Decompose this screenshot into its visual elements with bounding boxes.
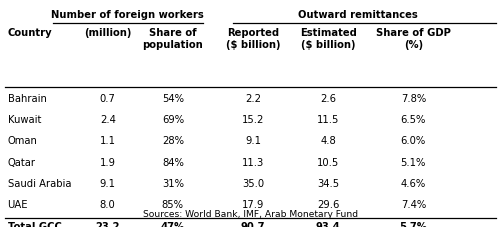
Text: (million): (million): [84, 28, 131, 38]
Text: 1.1: 1.1: [100, 136, 116, 146]
Text: Bahrain: Bahrain: [8, 94, 47, 104]
Text: 11.3: 11.3: [242, 157, 264, 167]
Text: 47%: 47%: [161, 221, 185, 227]
Text: Total GCC: Total GCC: [8, 221, 62, 227]
Text: Qatar: Qatar: [8, 157, 36, 167]
Text: 2.6: 2.6: [320, 94, 336, 104]
Text: 6.5%: 6.5%: [401, 115, 426, 125]
Text: Oman: Oman: [8, 136, 38, 146]
Text: 8.0: 8.0: [100, 199, 116, 209]
Text: 31%: 31%: [162, 178, 184, 188]
Text: 35.0: 35.0: [242, 178, 264, 188]
Text: 4.6%: 4.6%: [401, 178, 426, 188]
Text: 2.4: 2.4: [100, 115, 116, 125]
Text: Estimated
($ billion): Estimated ($ billion): [300, 28, 357, 50]
Text: 6.0%: 6.0%: [401, 136, 426, 146]
Text: 7.8%: 7.8%: [401, 94, 426, 104]
Text: 34.5: 34.5: [317, 178, 339, 188]
Text: 54%: 54%: [162, 94, 184, 104]
Text: 10.5: 10.5: [317, 157, 339, 167]
Text: 5.1%: 5.1%: [401, 157, 426, 167]
Text: Number of foreign workers: Number of foreign workers: [52, 10, 204, 20]
Text: 4.8: 4.8: [320, 136, 336, 146]
Text: 9.1: 9.1: [245, 136, 261, 146]
Text: 84%: 84%: [162, 157, 184, 167]
Text: Kuwait: Kuwait: [8, 115, 41, 125]
Text: 90.7: 90.7: [241, 221, 265, 227]
Text: Reported
($ billion): Reported ($ billion): [226, 28, 280, 50]
Text: 93.4: 93.4: [316, 221, 341, 227]
Text: 28%: 28%: [162, 136, 184, 146]
Text: 2.2: 2.2: [245, 94, 261, 104]
Text: 29.6: 29.6: [317, 199, 339, 209]
Text: Sources: World Bank, IMF, Arab Monetary Fund: Sources: World Bank, IMF, Arab Monetary …: [143, 209, 358, 218]
Text: 9.1: 9.1: [100, 178, 116, 188]
Text: 17.9: 17.9: [242, 199, 264, 209]
Text: 1.9: 1.9: [100, 157, 116, 167]
Text: Outward remittances: Outward remittances: [298, 10, 418, 20]
Text: 7.4%: 7.4%: [401, 199, 426, 209]
Text: Country: Country: [8, 28, 52, 38]
Text: 0.7: 0.7: [100, 94, 116, 104]
Text: UAE: UAE: [8, 199, 28, 209]
Text: 23.2: 23.2: [96, 221, 120, 227]
Text: 11.5: 11.5: [317, 115, 339, 125]
Text: Share of GDP
(%): Share of GDP (%): [376, 28, 451, 50]
Text: Share of
population: Share of population: [142, 28, 203, 50]
Text: Saudi Arabia: Saudi Arabia: [8, 178, 71, 188]
Text: 85%: 85%: [162, 199, 184, 209]
Text: 5.7%: 5.7%: [399, 221, 427, 227]
Text: 69%: 69%: [162, 115, 184, 125]
Text: 15.2: 15.2: [242, 115, 264, 125]
